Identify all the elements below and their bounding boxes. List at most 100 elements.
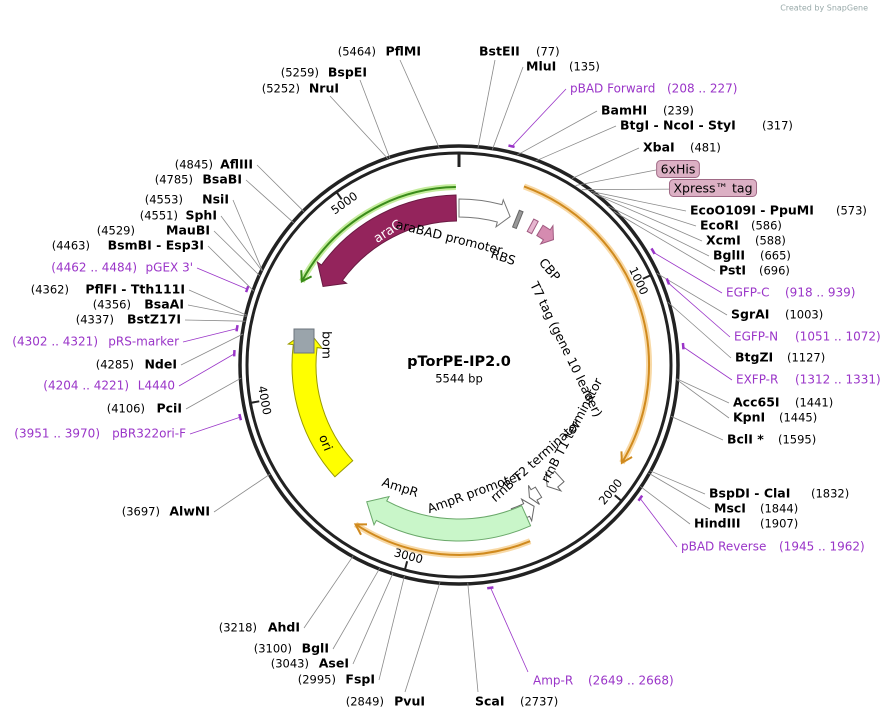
- site-location: (77): [536, 45, 560, 59]
- feature-arrow: [458, 198, 511, 229]
- feature-arrow: [316, 194, 457, 288]
- site-name: AflIII: [220, 157, 253, 172]
- site-leader: [245, 179, 294, 224]
- site-name: AseI: [319, 656, 349, 671]
- primer-leader: [511, 88, 567, 148]
- site-leader: [220, 215, 263, 272]
- site-leader: [329, 95, 389, 160]
- primer-location: (1945 .. 1962): [779, 540, 865, 554]
- site-name: PvuI: [394, 694, 425, 709]
- site-name: AlwNI: [169, 504, 210, 519]
- site-name: KpnI: [733, 410, 765, 425]
- feature-label: ori: [316, 432, 336, 453]
- site-leader: [590, 190, 687, 212]
- site-leader: [213, 230, 261, 277]
- site-name: PflFI - Tth111I: [85, 282, 185, 297]
- site-name: BspDI - ClaI: [709, 486, 790, 501]
- feature-block: [511, 209, 524, 230]
- site-location: (3043): [271, 657, 309, 671]
- site-location: (1445): [779, 411, 817, 425]
- primer-location: (3951 .. 3970): [14, 427, 100, 441]
- site-name: BamHI: [601, 103, 647, 118]
- primer-name: pBAD Reverse: [681, 540, 766, 554]
- site-location: (4362): [31, 283, 69, 297]
- primer-name: EGFP-C: [726, 286, 769, 300]
- site-leader: [185, 377, 242, 410]
- site-location: (1907): [760, 517, 798, 531]
- site-name: HindIII: [694, 516, 741, 531]
- feature-label: AmpR: [380, 474, 420, 500]
- site-name: PflMI: [385, 44, 421, 59]
- primer-leader: [189, 416, 242, 435]
- primer-name: pGEX 3': [146, 261, 193, 275]
- primer-leader: [666, 281, 731, 338]
- site-leader: [535, 125, 617, 162]
- ruler-tick: [336, 192, 343, 200]
- site-name: SphI: [185, 208, 217, 223]
- site-name: EcoO109I - PpuMI: [690, 203, 814, 218]
- feature-arrow: [536, 224, 554, 245]
- site-leader: [608, 205, 710, 257]
- primer-mark: [665, 278, 671, 285]
- site-leader: [378, 575, 405, 681]
- ruler-tick: [614, 494, 622, 502]
- site-location: (586): [751, 219, 782, 233]
- site-leader: [180, 333, 244, 366]
- primer-leader: [639, 497, 678, 548]
- feature-block: [293, 328, 315, 354]
- site-location: (3218): [219, 621, 257, 635]
- direction-arc: [523, 185, 650, 464]
- site-location: (2737): [520, 695, 558, 709]
- site-name: FspI: [345, 672, 375, 687]
- site-leader: [571, 147, 640, 179]
- site-name: AhdI: [268, 620, 300, 635]
- feature-tag: [656, 160, 700, 178]
- primer-location: (4204 .. 4221): [43, 379, 129, 393]
- feature-block: [526, 218, 539, 235]
- site-name: BglII: [713, 248, 745, 263]
- site-leader: [648, 472, 711, 510]
- site-location: (696): [759, 264, 790, 278]
- site-leader: [184, 319, 246, 322]
- ruler-tick: [251, 400, 260, 404]
- site-leader: [639, 485, 691, 525]
- ruler-tick: [642, 274, 651, 280]
- site-leader: [404, 582, 441, 693]
- site-location: (1595): [778, 433, 816, 447]
- site-leader: [352, 572, 394, 665]
- feature-label: 6xHis: [661, 162, 696, 177]
- site-name: BsaBI: [202, 172, 242, 187]
- site-name: ScaI: [475, 694, 505, 709]
- site-location: (317): [762, 119, 793, 133]
- site-leader: [303, 555, 354, 629]
- site-leader: [593, 193, 703, 242]
- site-leader: [467, 582, 479, 693]
- site-location: (2849): [346, 695, 384, 709]
- site-location: (3697): [122, 505, 160, 519]
- feature-arrow: [545, 470, 565, 492]
- site-leader: [207, 245, 255, 292]
- site-name: XcmI: [706, 233, 741, 248]
- primer-location: (208 .. 227): [667, 82, 737, 96]
- site-location: (4356): [93, 298, 131, 312]
- primer-name: pRS-marker: [108, 335, 179, 349]
- site-name: NruI: [309, 81, 339, 96]
- primer-mark: [508, 144, 515, 149]
- primer-mark: [650, 247, 656, 255]
- primer-name: EGFP-N: [734, 330, 778, 344]
- site-location: (4106): [107, 402, 145, 416]
- site-name: Acc65I: [733, 395, 780, 410]
- feature-label: Xpress™ tag: [673, 181, 752, 196]
- feature-label: bom: [320, 331, 335, 359]
- site-name: BsaAI: [144, 297, 184, 312]
- site-name: BstZ17I: [127, 312, 181, 327]
- site-location: (4553): [145, 193, 183, 207]
- primer-name: pBR322ori-F: [112, 427, 186, 441]
- site-location: (665): [760, 249, 791, 263]
- backbone-outer: [238, 144, 680, 586]
- direction-arc-head: [300, 270, 313, 284]
- feature-tag: [668, 179, 758, 197]
- primer-location: (1051 .. 1072): [795, 330, 881, 344]
- site-name: PstI: [719, 263, 746, 278]
